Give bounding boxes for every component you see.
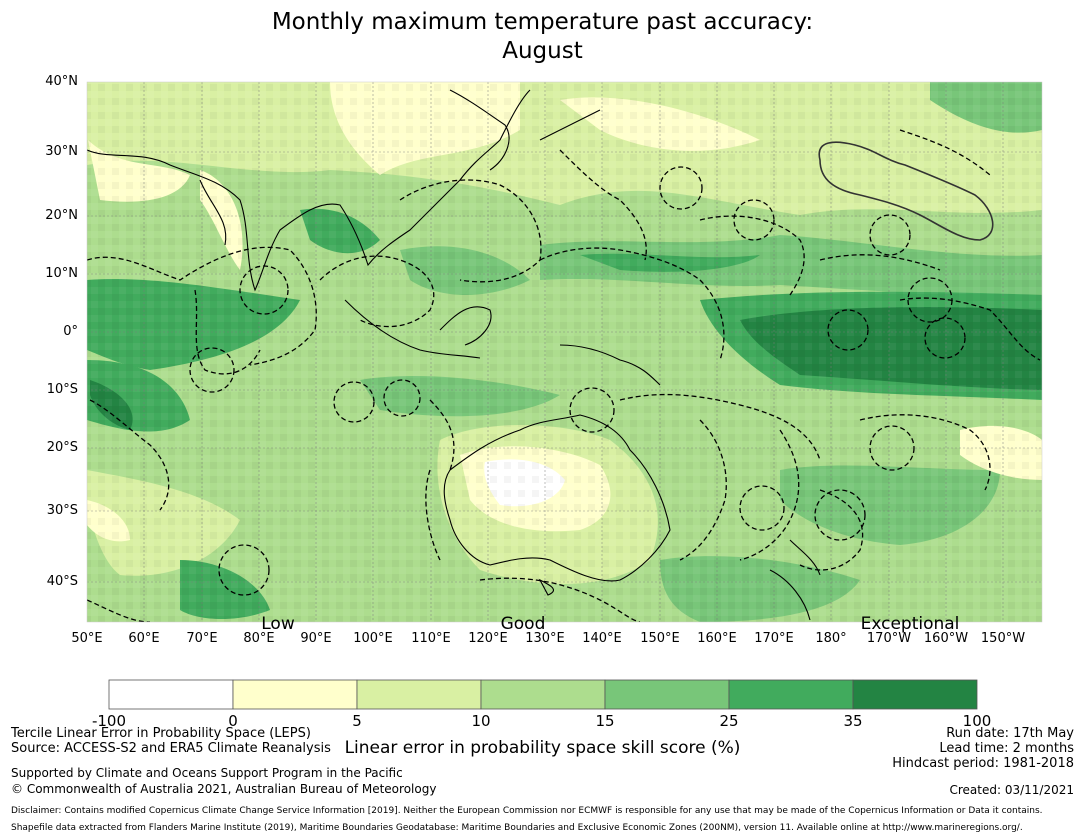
lat-label-40s: 40°S [46, 574, 78, 589]
colorbar-swatch [604, 679, 730, 710]
lat-label-20n: 20°N [45, 208, 78, 223]
category-low: Low [261, 614, 295, 634]
map-frame [86, 81, 1043, 623]
copyright-text: © Commonwealth of Australia 2021, Austra… [11, 782, 437, 796]
colorbar [108, 679, 978, 710]
method-text: Tercile Linear Error in Probability Spac… [11, 726, 311, 741]
lon-label: 70°E [186, 631, 218, 646]
lon-label: 140°E [582, 631, 622, 646]
lon-label: 150°E [640, 631, 680, 646]
colorbar-tick: 10 [471, 712, 491, 730]
colorbar-tick: 100 [962, 712, 992, 730]
lon-label: 90°E [300, 631, 332, 646]
island-eez-circles [189, 166, 966, 596]
lon-label: 60°E [128, 631, 160, 646]
colorbar-tick: 15 [595, 712, 615, 730]
lon-label: 160°W [923, 631, 969, 646]
title-line-1: Monthly maximum temperature past accurac… [271, 9, 814, 35]
lon-label: 130°E [525, 631, 565, 646]
lon-label: 170°W [866, 631, 912, 646]
hindcast-period: Hindcast period: 1981-2018 [892, 756, 1074, 771]
title-line-2: August [502, 38, 583, 64]
colorbar-label: Linear error in probability space skill … [344, 738, 741, 758]
colorbar-tick: 25 [719, 712, 739, 730]
lon-label: 150°W [980, 631, 1026, 646]
colorbar-swatch [480, 679, 606, 710]
lon-label: 50°E [71, 631, 103, 646]
colorbar-tick: -100 [91, 712, 127, 730]
run-date: Run date: 17th May [946, 726, 1074, 741]
coastlines [87, 89, 821, 621]
lon-label: 160°E [697, 631, 737, 646]
lat-label-30s: 30°S [46, 503, 78, 518]
lon-label: 170°E [754, 631, 794, 646]
colorbar-swatch [852, 679, 978, 710]
source-text: Source: ACCESS-S2 and ERA5 Climate Reana… [11, 741, 331, 756]
graticule [87, 82, 1042, 622]
category-good: Good [500, 614, 546, 634]
colorbar-tick: 0 [228, 712, 238, 730]
disclaimer-text: Disclaimer: Contains modified Copernicus… [11, 806, 1043, 816]
lat-label-30n: 30°N [45, 144, 78, 159]
lat-label-10s: 10°S [46, 382, 78, 397]
category-exceptional: Exceptional [860, 614, 960, 634]
colorbar-swatch [108, 679, 234, 710]
lat-label-40n: 40°N [45, 74, 78, 89]
colorbar-tick: 5 [352, 712, 362, 730]
lat-label-0: 0° [63, 324, 78, 339]
lead-time: Lead time: 2 months [939, 741, 1074, 756]
lat-label-10n: 10°N [45, 266, 78, 281]
hawaii-boundary [818, 141, 994, 241]
lon-label: 100°E [353, 631, 393, 646]
colorbar-swatch [356, 679, 482, 710]
shapefile-text: Shapefile data extracted from Flanders M… [11, 823, 1023, 833]
lon-label: 120°E [468, 631, 508, 646]
lon-label: 110°E [411, 631, 451, 646]
eez-boundaries [87, 129, 1041, 622]
lon-label: 80°E [243, 631, 275, 646]
chart-title: Monthly maximum temperature past accurac… [0, 8, 1085, 66]
supported-text: Supported by Climate and Oceans Support … [11, 766, 403, 780]
lon-label: 180° [815, 631, 847, 646]
created-date: Created: 03/11/2021 [949, 783, 1074, 797]
skill-field [87, 82, 1042, 622]
colorbar-swatch [232, 679, 358, 710]
colorbar-tick: 35 [843, 712, 863, 730]
lat-label-20s: 20°S [46, 440, 78, 455]
colorbar-swatch [728, 679, 854, 710]
